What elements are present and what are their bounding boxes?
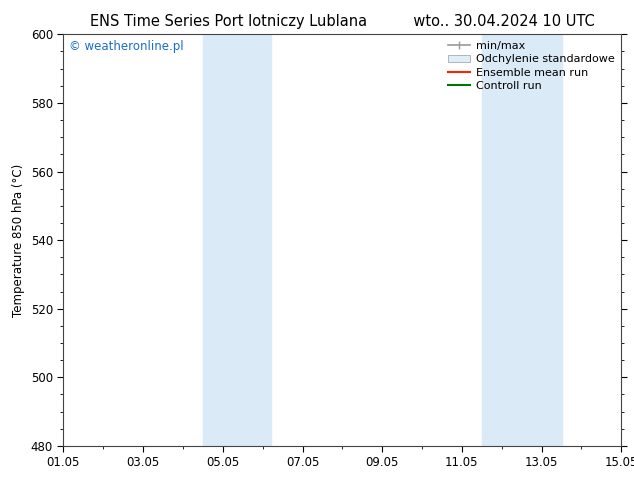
Text: © weatheronline.pl: © weatheronline.pl (69, 41, 184, 53)
Legend: min/max, Odchylenie standardowe, Ensemble mean run, Controll run: min/max, Odchylenie standardowe, Ensembl… (444, 37, 619, 96)
Bar (203, 34, 271, 446)
Y-axis label: Temperature 850 hPa (°C): Temperature 850 hPa (°C) (12, 164, 25, 317)
Title: ENS Time Series Port lotniczy Lublana          wto.. 30.04.2024 10 UTC: ENS Time Series Port lotniczy Lublana wt… (90, 14, 595, 29)
Bar (482, 34, 562, 446)
